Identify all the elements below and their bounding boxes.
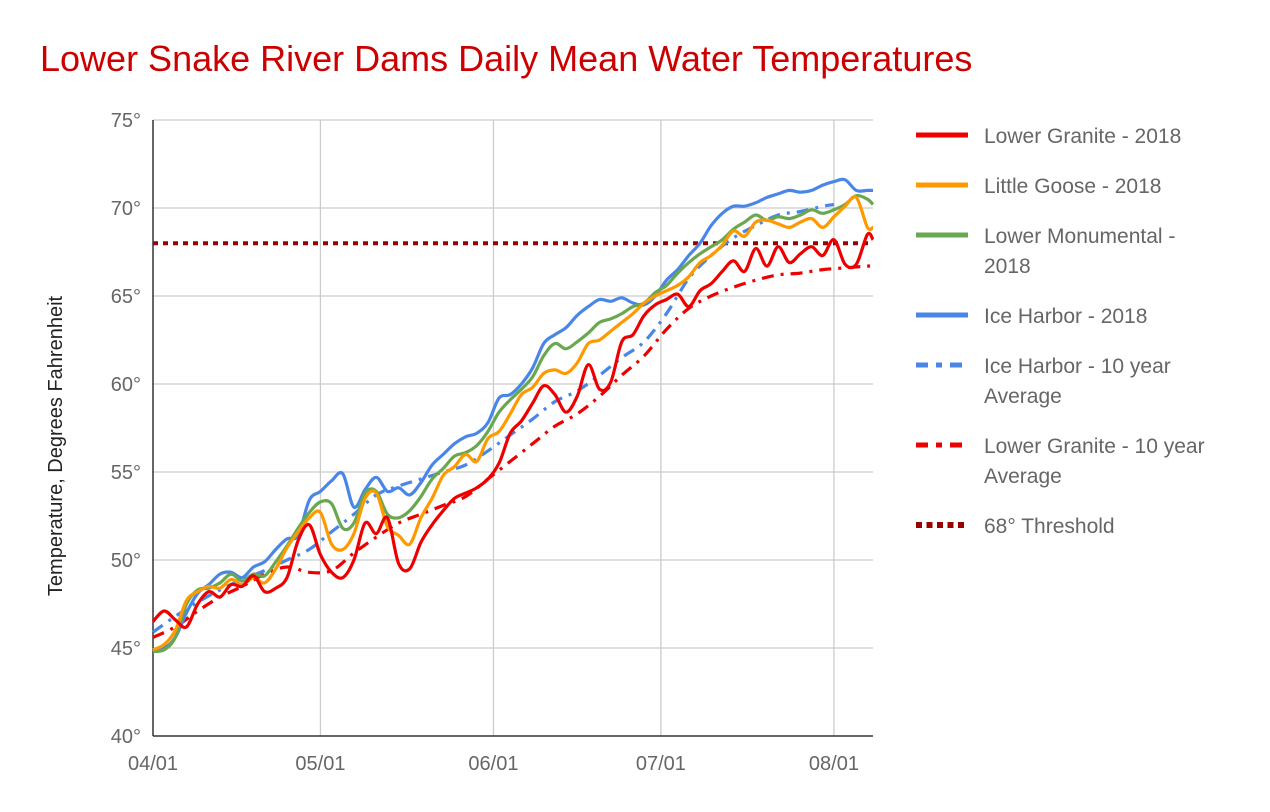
series-lines (151, 177, 875, 654)
y-tick-label: 55° (111, 462, 141, 484)
series-line-lower-granite-10-year-average (152, 264, 874, 639)
legend-label-lower-granite-10-year-average: Lower Granite - 10 year (984, 435, 1205, 458)
series-line-ice-harbor-2018 (152, 177, 873, 654)
y-tick-label: 75° (111, 110, 141, 132)
legend-label-little-goose-2018: Little Goose - 2018 (984, 175, 1161, 198)
legend-label-lower-granite-10-year-average: Average (984, 465, 1062, 488)
series-line-little-goose-2018 (152, 195, 874, 652)
x-tick-label: 06/01 (468, 753, 518, 775)
x-tick-label: 07/01 (636, 753, 686, 775)
legend-label-68-threshold: 68° Threshold (984, 515, 1115, 538)
series-line-ice-harbor-10-year-average (152, 202, 835, 634)
series-line-lower-granite-2018 (151, 231, 875, 630)
legend-label-lower-monumental-2018: Lower Monumental - (984, 225, 1175, 248)
y-tick-label: 40° (111, 726, 141, 748)
chart-title: Lower Snake River Dams Daily Mean Water … (40, 38, 973, 79)
y-tick-label: 60° (111, 374, 141, 396)
legend-label-lower-granite-2018: Lower Granite - 2018 (984, 125, 1181, 148)
x-tick-label: 08/01 (809, 753, 859, 775)
y-tick-label: 50° (111, 550, 141, 572)
series-line-lower-monumental-2018 (152, 193, 875, 654)
legend-label-ice-harbor-10-year-average: Ice Harbor - 10 year (984, 355, 1171, 378)
y-axis-label: Temperature, Degrees Fahrenheit (45, 295, 67, 596)
y-tick-label: 70° (111, 198, 141, 220)
x-tick-label: 04/01 (128, 753, 178, 775)
y-tick-label: 65° (111, 286, 141, 308)
legend-label-lower-monumental-2018: 2018 (984, 255, 1031, 278)
legend: Lower Granite - 2018 Little Goose - 2018 L… (916, 125, 1205, 538)
x-tick-label: 05/01 (295, 753, 345, 775)
legend-label-ice-harbor-10-year-average: Average (984, 385, 1062, 408)
legend-label-ice-harbor-2018: Ice Harbor - 2018 (984, 305, 1147, 328)
gridlines (153, 119, 873, 736)
axes: 40° 45° 50° 55° 60° 65° 70° 75° 04/01 05/01 06/01 0… (111, 110, 873, 775)
y-tick-label: 45° (111, 638, 141, 660)
